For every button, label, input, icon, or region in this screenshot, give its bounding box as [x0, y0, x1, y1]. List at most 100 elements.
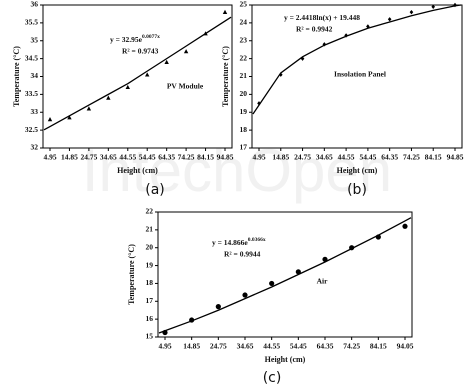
equation: y = 32.95e0.0077x	[110, 34, 160, 43]
data-point	[47, 117, 53, 122]
data-point	[164, 59, 169, 64]
x-tick-label: 44.55	[119, 153, 136, 162]
x-tick-label: 4.95	[43, 153, 56, 162]
equation-exponent: 0.0077x	[142, 34, 160, 40]
x-axis-title: Height (cm)	[265, 355, 306, 364]
data-point	[366, 24, 370, 29]
data-point	[145, 72, 150, 77]
data-point	[106, 95, 111, 100]
x-tick-label: 64.35	[317, 342, 334, 351]
y-tick-label: 16	[146, 314, 154, 323]
x-tick-label: 74.25	[403, 153, 420, 162]
y-tick-label: 20	[240, 89, 248, 98]
data-point	[322, 42, 327, 47]
x-tick-label: 54.45	[359, 153, 376, 162]
y-tick-label: 32.5	[25, 125, 38, 134]
data-point	[269, 280, 275, 287]
x-tick-label: 14.85	[272, 153, 289, 162]
data-point	[344, 33, 348, 38]
x-tick-label: 74.25	[343, 342, 360, 351]
data-point	[402, 223, 408, 229]
x-axis-title: Height (cm)	[117, 166, 158, 175]
y-tick-label: 18	[146, 278, 154, 287]
x-tick-label: 14.85	[61, 153, 78, 162]
series-label: Insolation Panel	[334, 70, 386, 79]
y-tick-label: 33	[31, 107, 39, 116]
caption: (c)	[263, 370, 282, 386]
x-tick-label: 54.45	[290, 342, 307, 351]
caption: (b)	[347, 182, 367, 198]
data-point	[453, 2, 457, 8]
y-tick-label: 35	[31, 35, 39, 44]
x-tick-label: 54.45	[139, 153, 156, 162]
x-tick-label: 34.65	[316, 153, 333, 162]
equation: y = 2.4418ln(x) + 19.448	[284, 13, 360, 22]
r-squared: R² = 0.9743	[122, 47, 159, 56]
data-point	[409, 9, 414, 15]
data-point	[67, 115, 72, 120]
data-point	[86, 106, 92, 111]
y-tick-label: 15	[146, 332, 154, 341]
y-tick-label: 35.5	[25, 18, 38, 27]
x-tick-label: 94.85	[217, 153, 234, 162]
equation-main: y = 2.4418ln(x) + 19.448	[284, 13, 360, 22]
data-point	[189, 317, 195, 323]
data-point	[183, 49, 189, 54]
y-tick-label: 22	[240, 53, 248, 62]
trend-line	[252, 4, 462, 115]
data-point	[375, 234, 381, 240]
x-tick-label: 94.05	[397, 342, 414, 351]
data-point	[322, 256, 328, 262]
x-tick-label: 94.85	[447, 153, 464, 162]
y-tick-label: 17	[240, 143, 248, 152]
data-point	[349, 245, 355, 251]
x-tick-label: 74.25	[178, 153, 195, 162]
y-axis-title: Temperature (°C)	[221, 46, 230, 107]
data-point	[257, 101, 261, 106]
series-label: Air	[317, 277, 329, 286]
data-point	[222, 9, 228, 14]
y-tick-label: 20	[146, 242, 154, 251]
data-point	[242, 292, 248, 298]
data-point	[300, 56, 305, 61]
y-tick-label: 34.5	[25, 53, 38, 62]
x-tick-label: 64.35	[381, 153, 398, 162]
x-tick-label: 4.95	[158, 342, 171, 351]
data-point	[387, 17, 392, 22]
x-tick-label: 14.85	[183, 342, 200, 351]
x-tick-label: 24.75	[210, 342, 227, 351]
data-point	[295, 269, 301, 275]
data-point	[215, 304, 221, 310]
y-tick-label: 24	[240, 18, 248, 27]
x-tick-label: 24.75	[80, 153, 97, 162]
y-axis-title: Temperature (°C)	[12, 46, 21, 107]
series-label: PV Module	[167, 82, 204, 91]
r-squared: R² = 0.9944	[224, 250, 261, 259]
y-tick-label: 36	[31, 0, 39, 9]
x-tick-label: 84.15	[370, 342, 387, 351]
x-tick-label: 84.15	[197, 153, 214, 162]
data-point	[203, 31, 208, 36]
data-point	[431, 4, 436, 9]
x-tick-label: 44.55	[338, 153, 355, 162]
r-squared: R² = 0.9942	[296, 25, 333, 34]
equation-main: y = 14.866e	[212, 238, 248, 247]
y-tick-label: 19	[240, 107, 248, 116]
equation: y = 14.866e0.0366x	[212, 237, 266, 246]
y-tick-label: 23	[240, 35, 248, 44]
data-point	[162, 329, 168, 336]
y-tick-label: 33.5	[25, 89, 38, 98]
plot-frame	[157, 211, 413, 338]
y-tick-label: 32	[31, 143, 39, 152]
trend-line	[158, 217, 412, 334]
y-tick-label: 22	[146, 207, 154, 216]
plot-frame	[42, 4, 233, 149]
x-tick-label: 4.95	[252, 153, 265, 162]
y-tick-label: 21	[146, 225, 154, 234]
y-axis-title: Temperature (°C)	[127, 244, 136, 305]
x-tick-label: 34.65	[100, 153, 117, 162]
x-tick-label: 84.15	[425, 153, 442, 162]
y-tick-label: 17	[146, 296, 154, 305]
x-tick-label: 64.35	[158, 153, 175, 162]
